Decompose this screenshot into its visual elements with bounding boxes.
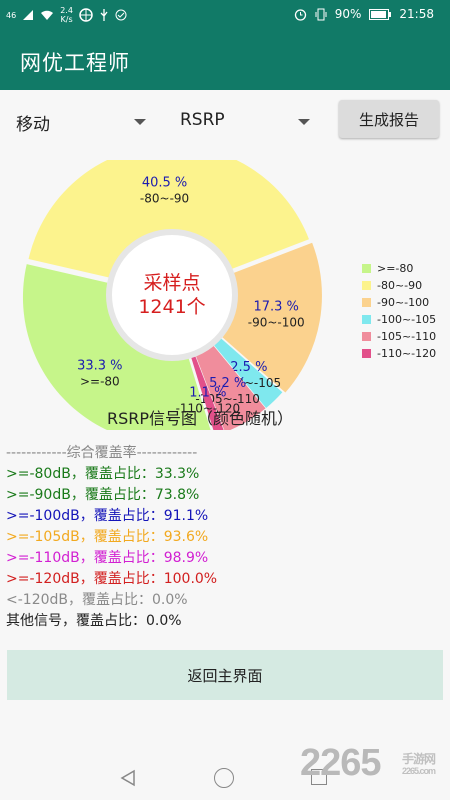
legend-swatch xyxy=(362,264,371,273)
battery-icon xyxy=(369,8,392,20)
coverage-line: >=-100dB，覆盖占比：91.1% xyxy=(6,508,209,524)
coverage-line: >=-120dB，覆盖占比：100.0% xyxy=(6,571,218,587)
slice-percent-label: 17.3 % xyxy=(253,300,298,315)
legend-swatch xyxy=(362,332,371,341)
operator-spinner[interactable]: 移动 xyxy=(16,102,151,138)
alarm-icon xyxy=(294,8,306,21)
metric-spinner[interactable]: RSRP xyxy=(180,102,315,138)
nav-home-icon[interactable] xyxy=(214,768,234,788)
coverage-heading: ------------综合覆盖率------------ xyxy=(6,445,198,461)
coverage-line: 其他信号，覆盖占比：0.0% xyxy=(6,613,182,629)
signal-icon xyxy=(23,10,34,20)
coverage-line: >=-80dB，覆盖占比：33.3% xyxy=(6,466,200,482)
vibrate-icon xyxy=(315,8,327,20)
legend-item: -100~-105 xyxy=(362,311,436,328)
slice-percent-label: 40.5 % xyxy=(142,175,187,190)
usb-icon xyxy=(100,9,108,21)
pie-chart-svg: 33.3 %>=-80 40.5 %-80~-90 17.3 %-90~-100 2.… xyxy=(22,145,322,445)
site-watermark: 2265 手游网 2265.com xyxy=(300,742,436,784)
slice-range-label: -110~-120 xyxy=(176,401,241,415)
legend-label: -105~-110 xyxy=(377,330,437,343)
slice-range-label: -80~-90 xyxy=(140,191,189,205)
generate-report-button[interactable]: 生成报告 xyxy=(339,100,439,138)
clock: 21:58 xyxy=(399,7,434,21)
wifi-icon xyxy=(41,10,54,20)
slice-percent-label: 5.2 % xyxy=(209,376,246,391)
app-title: 网优工程师 xyxy=(20,51,130,75)
legend-item: -90~-100 xyxy=(362,294,436,311)
navigation-bar xyxy=(0,755,450,800)
operator-value: 移动 xyxy=(16,115,50,135)
legend-swatch xyxy=(362,298,371,307)
pie-chart: 33.3 % >=-80 40.5 % -80~-90 17.3 % -90~-100 2.… xyxy=(0,145,450,445)
signal-indicator: 46 xyxy=(6,10,17,20)
legend-swatch xyxy=(362,349,371,358)
legend-item: -110~-120 xyxy=(362,345,436,362)
legend-label: -90~-100 xyxy=(377,296,430,309)
coverage-line: >=-105dB，覆盖占比：93.6% xyxy=(6,529,209,545)
app-bar: 网优工程师 xyxy=(0,30,450,90)
legend-swatch xyxy=(362,281,371,290)
legend-swatch xyxy=(362,315,371,324)
chevron-down-icon xyxy=(298,119,310,125)
coverage-line: <-120dB，覆盖占比：0.0% xyxy=(6,592,188,608)
network-speed: 2.4 K/s xyxy=(60,6,73,24)
status-bar: 46 2.4 K/s 90% 21:58 xyxy=(0,0,450,30)
slice-percent-label: 33.3 % xyxy=(77,358,122,373)
check-circle-icon xyxy=(115,9,127,21)
metric-value: RSRP xyxy=(180,110,225,130)
slice-percent-label: 2.5 % xyxy=(230,360,267,375)
nav-back-icon[interactable] xyxy=(120,769,136,787)
slice-percent-label: 1.1 % xyxy=(189,385,226,400)
legend-item: >=-80 xyxy=(362,260,436,277)
filter-controls: 移动 RSRP 生成报告 xyxy=(0,98,450,142)
center-sample-label: 采样点 xyxy=(143,272,200,294)
legend-label: -110~-120 xyxy=(377,347,437,360)
pie-slice xyxy=(174,242,322,393)
center-sample-count: 1241个 xyxy=(138,296,205,318)
slice-range-label: >=-80 xyxy=(80,374,120,388)
battery-percent: 90% xyxy=(334,7,362,21)
chevron-down-icon xyxy=(134,119,146,125)
globe-icon xyxy=(79,8,93,22)
coverage-line: >=-110dB，覆盖占比：98.9% xyxy=(6,550,209,566)
legend-label: >=-80 xyxy=(377,262,414,275)
legend-label: -80~-90 xyxy=(377,279,423,292)
chart-legend: >=-80 -80~-90 -90~-100 -100~-105 -105~-110 -1… xyxy=(362,260,436,362)
pie-slice xyxy=(28,145,309,293)
legend-item: -80~-90 xyxy=(362,277,436,294)
back-to-main-button[interactable]: 返回主界面 xyxy=(7,650,443,700)
coverage-stats: ------------综合覆盖率------------ >=-80dB，覆盖… xyxy=(6,443,217,632)
pie-center-hole xyxy=(106,229,238,361)
coverage-line: >=-90dB，覆盖占比：73.8% xyxy=(6,487,200,503)
legend-label: -100~-105 xyxy=(377,313,437,326)
chart-title: RSRP信号图（颜色随机） xyxy=(106,409,294,428)
nav-recent-icon[interactable] xyxy=(311,769,327,785)
slice-range-label: -90~-100 xyxy=(248,316,305,330)
legend-item: -105~-110 xyxy=(362,328,436,345)
